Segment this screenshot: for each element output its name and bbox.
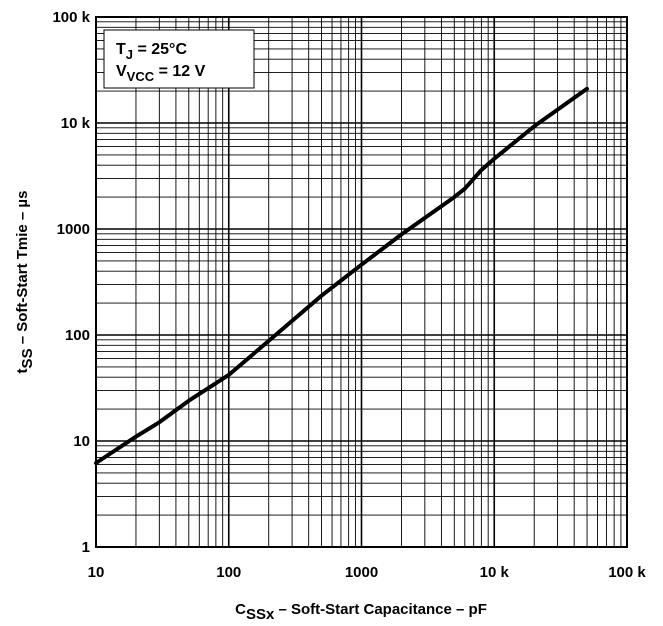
legend-vvcc-sub: VCC [127,69,155,84]
legend-vvcc: VVCC = 12 V [116,63,206,84]
y-tick-label: 10 k [61,115,91,132]
x-tick-label: 100 k [608,564,646,581]
legend-tj-sub: J [126,47,133,62]
x-tick-label: 100 [216,564,241,581]
x-axis-title-rest: – Soft-Start Capacitance – pF [274,601,487,618]
y-axis-title: tSS – Soft-Start Tmie – µs [14,191,36,374]
x-tick-labels: 10 100 1000 10 k 100 k [88,564,647,581]
x-axis-title-sub: SSx [246,606,275,623]
data-series-line [94,86,589,465]
x-tick-label: 1000 [345,564,378,581]
plot-frame [95,16,628,548]
y-tick-label: 100 [65,327,90,344]
y-tick-label: 1000 [57,221,90,238]
legend-background [103,29,255,89]
legend-tj-main: T [116,41,126,58]
x-tick-label: 10 k [480,564,510,581]
y-tick-label: 100 k [52,9,90,26]
legend-box: TJ = 25°C VVCC = 12 V [103,29,255,89]
y-axis-title-sub: SS [19,348,36,368]
y-axis-title-main: t [14,368,31,373]
legend-tj: TJ = 25°C [116,41,187,62]
grid [95,17,627,548]
x-axis-title: CSSx – Soft-Start Capacitance – pF [235,601,487,623]
x-tick-label: 10 [88,564,105,581]
legend-tj-rest: = 25°C [133,41,187,58]
legend-vvcc-main: V [116,63,127,80]
y-tick-label: 1 [82,539,90,556]
y-tick-labels: 1 10 100 1000 10 k 100 k [52,9,90,556]
legend-vvcc-rest: = 12 V [154,63,205,80]
y-tick-label: 10 [73,433,90,450]
y-axis-title-rest: – Soft-Start Tmie – µs [14,191,31,349]
x-axis-title-main: C [235,601,246,618]
